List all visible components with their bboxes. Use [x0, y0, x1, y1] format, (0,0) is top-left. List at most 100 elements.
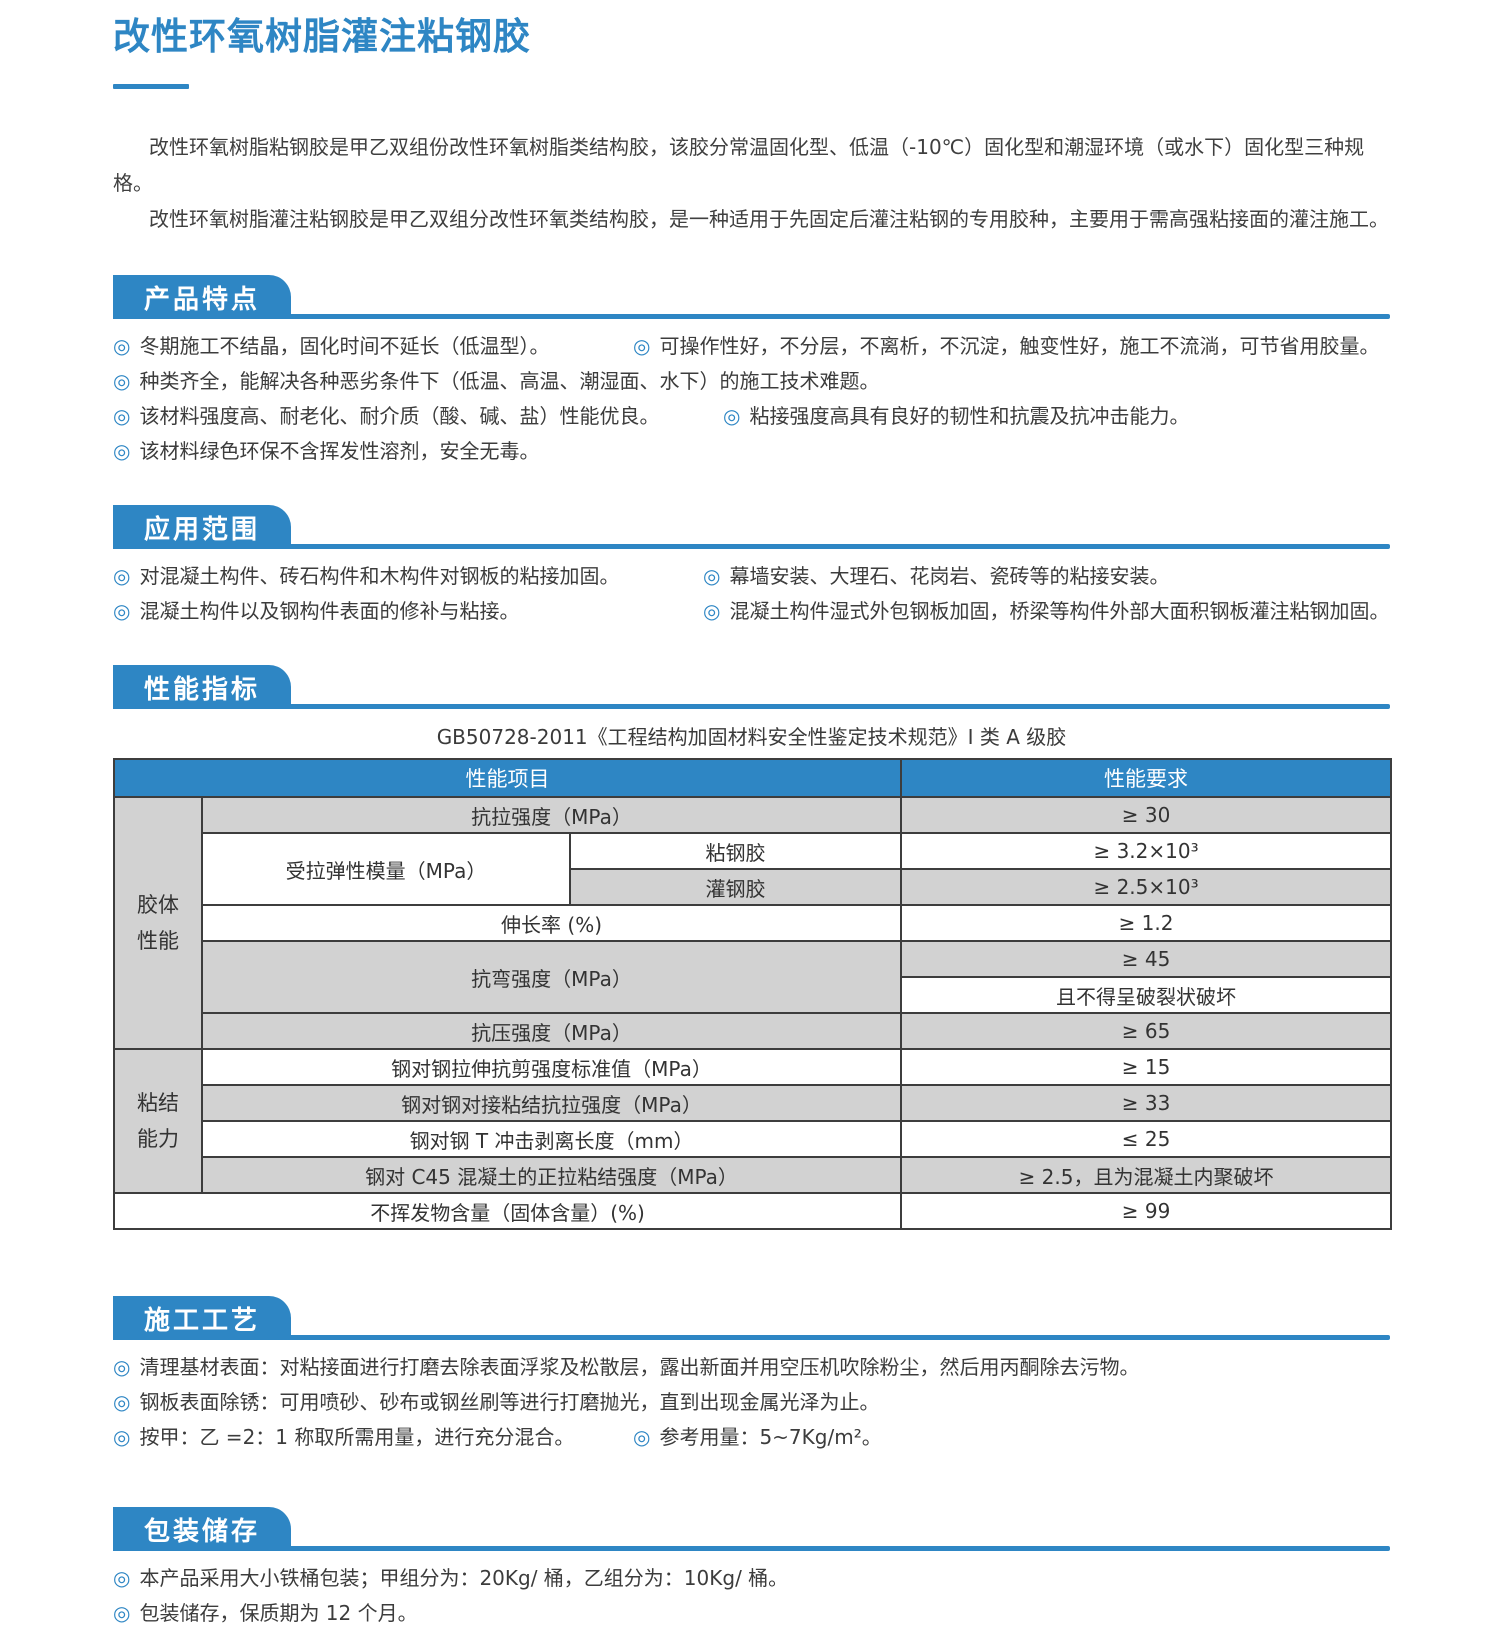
list-item: ◎ 粘接强度高具有良好的韧性和抗震及抗冲击能力。	[723, 399, 1189, 434]
list-item-text: 该材料强度高、耐老化、耐介质（酸、碱、盐）性能优良。	[139, 404, 660, 428]
list-item: ◎ 对混凝土构件、砖石构件和木构件对钢板的粘接加固。	[113, 559, 703, 594]
row-label: 抗压强度（MPa）	[200, 1012, 903, 1050]
bullet-icon: ◎	[113, 334, 131, 358]
row-value: ≥ 15	[900, 1048, 1393, 1086]
section-header-features: 产品特点	[113, 275, 1390, 319]
row-label: 不挥发物含量（固体含量）(%)	[112, 1192, 903, 1230]
row-label: 伸长率 (%)	[200, 904, 903, 942]
group-cell-glue: 胶体性能	[113, 796, 203, 1050]
row-label: 受拉弹性模量（MPa）	[201, 832, 571, 906]
list-item-text: 包装储存，保质期为 12 个月。	[139, 1601, 418, 1625]
process-list: ◎ 清理基材表面：对粘接面进行打磨去除表面浮浆及松散层，露出新面并用空压机吹除粉…	[113, 1350, 1390, 1455]
title-underline	[113, 84, 189, 89]
table-row: 胶体性能 抗拉强度（MPa） ≥ 30	[113, 796, 1393, 1050]
row-label: 钢对钢 T 冲击剥离长度（mm）	[200, 1120, 903, 1158]
bullet-icon: ◎	[633, 1425, 651, 1449]
row-sublabel: 灌钢胶	[568, 868, 903, 906]
bullet-icon: ◎	[113, 1566, 131, 1590]
storage-list: ◎ 本产品采用大小铁桶包装；甲组分为：20Kg/ 桶，乙组分为：10Kg/ 桶。…	[113, 1561, 1390, 1631]
list-item: ◎ 混凝土构件湿式外包钢板加固，桥梁等构件外部大面积钢板灌注粘钢加固。	[703, 594, 1389, 629]
section-header-performance: 性能指标	[113, 665, 1390, 709]
section-header-applications: 应用范围	[113, 505, 1390, 549]
intro: 改性环氧树脂粘钢胶是甲乙双组份改性环氧树脂类结构胶，该胶分常温固化型、低温（-1…	[113, 129, 1390, 237]
row-label: 钢对钢对接粘结抗拉强度（MPa）	[200, 1084, 903, 1122]
section-features: 产品特点 ◎ 冬期施工不结晶，固化时间不延长（低温型）。 ◎ 可操作性好，不分层…	[113, 275, 1390, 469]
list-item: ◎ 清理基材表面：对粘接面进行打磨去除表面浮浆及松散层，露出新面并用空压机吹除粉…	[113, 1350, 1139, 1385]
list-item-text: 该材料绿色环保不含挥发性溶剂，安全无毒。	[139, 439, 540, 463]
list-item: ◎ 按甲：乙 =2：1 称取所需用量，进行充分混合。	[113, 1420, 633, 1455]
table-row: 抗弯强度（MPa） ≥ 45	[114, 940, 1393, 1014]
badge-applications: 应用范围	[113, 505, 291, 549]
bullet-icon: ◎	[113, 404, 131, 428]
table-row: 钢对 C45 混凝土的正拉粘结强度（MPa） ≥ 2.5，且为混凝土内聚破坏	[114, 1156, 1393, 1194]
list-item: ◎ 包装储存，保质期为 12 个月。	[113, 1596, 418, 1631]
list-row: ◎ 按甲：乙 =2：1 称取所需用量，进行充分混合。 ◎ 参考用量：5~7Kg/…	[113, 1420, 1390, 1455]
list-item: ◎ 该材料绿色环保不含挥发性溶剂，安全无毒。	[113, 434, 539, 469]
list-item: ◎ 种类齐全，能解决各种恶劣条件下（低温、高温、潮湿面、水下）的施工技术难题。	[113, 364, 879, 399]
row-label: 抗拉强度（MPa）	[200, 796, 903, 834]
bullet-icon: ◎	[113, 1601, 131, 1625]
list-row: ◎ 混凝土构件以及钢构件表面的修补与粘接。 ◎ 混凝土构件湿式外包钢板加固，桥梁…	[113, 594, 1390, 629]
row-value: 且不得呈破裂状破坏	[900, 976, 1393, 1014]
bullet-icon: ◎	[723, 404, 741, 428]
list-row: ◎ 冬期施工不结晶，固化时间不延长（低温型）。 ◎ 可操作性好，不分层，不离析，…	[113, 329, 1390, 364]
list-item-text: 混凝土构件以及钢构件表面的修补与粘接。	[139, 599, 520, 623]
bullet-icon: ◎	[113, 369, 131, 393]
row-value: ≥ 3.2×10³	[900, 832, 1393, 870]
row-value: ≥ 65	[900, 1012, 1393, 1050]
badge-performance: 性能指标	[113, 665, 291, 709]
bullet-icon: ◎	[703, 599, 721, 623]
table-row: 不挥发物含量（固体含量）(%) ≥ 99	[112, 1192, 1393, 1230]
row-sublabel: 粘钢胶	[568, 832, 903, 870]
row-value: ≥ 2.5，且为混凝土内聚破坏	[900, 1156, 1393, 1194]
features-list: ◎ 冬期施工不结晶，固化时间不延长（低温型）。 ◎ 可操作性好，不分层，不离析，…	[113, 329, 1390, 469]
group-cell-bond: 粘结能力	[113, 1048, 203, 1194]
list-row: ◎ 该材料绿色环保不含挥发性溶剂，安全无毒。	[113, 434, 1390, 469]
row-value: ≥ 99	[900, 1192, 1393, 1230]
table-row: 伸长率 (%) ≥ 1.2	[114, 904, 1393, 942]
bullet-icon: ◎	[113, 1355, 131, 1379]
list-row: ◎ 清理基材表面：对粘接面进行打磨去除表面浮浆及松散层，露出新面并用空压机吹除粉…	[113, 1350, 1390, 1385]
section-rule	[113, 1335, 1390, 1340]
list-item-text: 冬期施工不结晶，固化时间不延长（低温型）。	[139, 334, 550, 358]
page-title: 改性环氧树脂灌注粘钢胶	[113, 15, 531, 58]
table-row: 钢对钢对接粘结抗拉强度（MPa） ≥ 33	[114, 1084, 1393, 1122]
row-value: ≥ 33	[900, 1084, 1393, 1122]
col-header-item: 性能项目	[112, 758, 903, 798]
list-item: ◎ 本产品采用大小铁桶包装；甲组分为：20Kg/ 桶，乙组分为：10Kg/ 桶。	[113, 1561, 788, 1596]
badge-process: 施工工艺	[113, 1296, 291, 1340]
table-header-row: 性能项目 性能要求	[112, 758, 1393, 798]
bullet-icon: ◎	[113, 564, 131, 588]
section-applications: 应用范围 ◎ 对混凝土构件、砖石构件和木构件对钢板的粘接加固。 ◎ 幕墙安装、大…	[113, 505, 1390, 629]
bullet-icon: ◎	[113, 1390, 131, 1414]
table-row: 抗压强度（MPa） ≥ 65	[114, 1012, 1393, 1050]
list-row: ◎ 该材料强度高、耐老化、耐介质（酸、碱、盐）性能优良。 ◎ 粘接强度高具有良好…	[113, 399, 1390, 434]
intro-paragraph-2: 改性环氧树脂灌注粘钢胶是甲乙双组分改性环氧类结构胶，是一种适用于先固定后灌注粘钢…	[149, 207, 1389, 231]
row-label: 钢对 C45 混凝土的正拉粘结强度（MPa）	[200, 1156, 903, 1194]
list-item: ◎ 冬期施工不结晶，固化时间不延长（低温型）。	[113, 329, 633, 364]
list-item: ◎ 参考用量：5~7Kg/m²。	[633, 1420, 882, 1455]
list-item: ◎ 幕墙安装、大理石、花岗岩、瓷砖等的粘接安装。	[703, 559, 1169, 594]
intro-paragraph-1: 改性环氧树脂粘钢胶是甲乙双组份改性环氧树脂类结构胶，该胶分常温固化型、低温（-1…	[113, 135, 1365, 195]
list-item-text: 本产品采用大小铁桶包装；甲组分为：20Kg/ 桶，乙组分为：10Kg/ 桶。	[139, 1566, 789, 1590]
bullet-icon: ◎	[703, 564, 721, 588]
row-value: ≥ 1.2	[900, 904, 1393, 942]
section-performance: 性能指标 GB50728-2011《工程结构加固材料安全性鉴定技术规范》I 类 …	[112, 665, 1393, 1230]
list-row: ◎ 种类齐全，能解决各种恶劣条件下（低温、高温、潮湿面、水下）的施工技术难题。	[113, 364, 1390, 399]
list-item: ◎ 该材料强度高、耐老化、耐介质（酸、碱、盐）性能优良。	[113, 399, 723, 434]
list-item-text: 钢板表面除锈：可用喷砂、砂布或钢丝刷等进行打磨抛光，直到出现金属光泽为止。	[139, 1390, 880, 1414]
bullet-icon: ◎	[113, 599, 131, 623]
list-item: ◎ 钢板表面除锈：可用喷砂、砂布或钢丝刷等进行打磨抛光，直到出现金属光泽为止。	[113, 1385, 879, 1420]
row-value: ≤ 25	[900, 1120, 1393, 1158]
page-content: 改性环氧树脂灌注粘钢胶 改性环氧树脂粘钢胶是甲乙双组份改性环氧树脂类结构胶，该胶…	[112, 0, 1393, 1631]
row-value: ≥ 30	[900, 796, 1393, 834]
table-row: 灌钢胶 ≥ 2.5×10³	[114, 868, 1393, 906]
list-row: ◎ 本产品采用大小铁桶包装；甲组分为：20Kg/ 桶，乙组分为：10Kg/ 桶。	[113, 1561, 1390, 1596]
list-item-text: 按甲：乙 =2：1 称取所需用量，进行充分混合。	[139, 1425, 575, 1449]
list-item: ◎ 可操作性好，不分层，不离析，不沉淀，触变性好，施工不流淌，可节省用胶量。	[633, 329, 1379, 364]
list-item-text: 粘接强度高具有良好的韧性和抗震及抗冲击能力。	[749, 404, 1190, 428]
section-rule	[113, 704, 1390, 709]
list-item: ◎ 混凝土构件以及钢构件表面的修补与粘接。	[113, 594, 703, 629]
row-label: 抗弯强度（MPa）	[200, 940, 903, 1014]
list-row: ◎ 包装储存，保质期为 12 个月。	[113, 1596, 1390, 1631]
